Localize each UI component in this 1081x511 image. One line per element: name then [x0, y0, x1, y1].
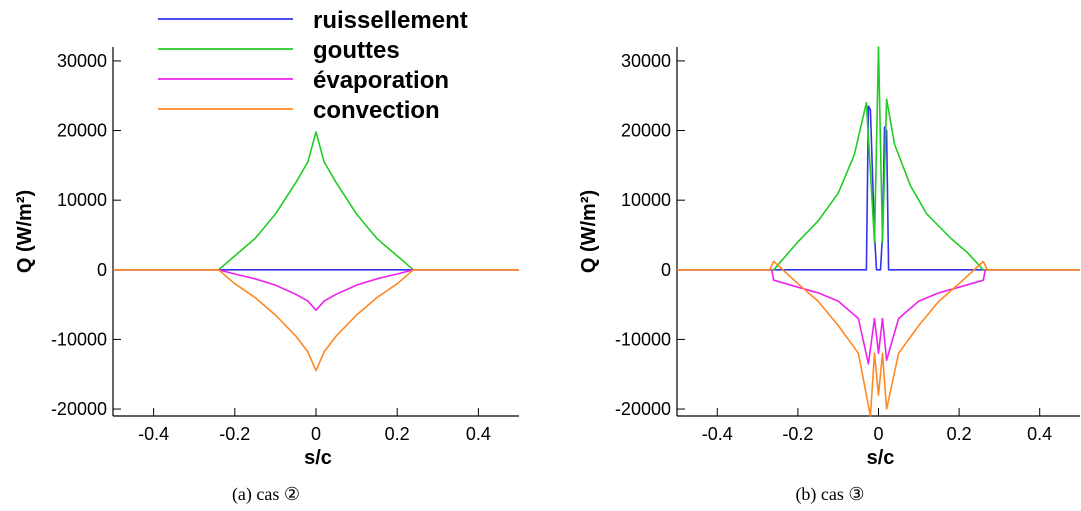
x-axis-title: s/c — [867, 447, 895, 469]
y-tick-label: 20000 — [621, 121, 671, 141]
x-tick-label: 0.2 — [385, 424, 410, 444]
chart-panel-a: -20000 -10000 0 10000 20000 30000 -0.4 -0.2 0 0.2… — [14, 47, 519, 469]
series-line-gouttes — [677, 46, 1080, 271]
series-line-convection — [677, 260, 1080, 417]
x-tick-label: -0.2 — [219, 424, 250, 444]
y-tick-label: -10000 — [615, 329, 671, 349]
legend-label: gouttes — [313, 37, 400, 64]
x-tick-label: -0.4 — [702, 424, 733, 444]
x-tick-label: 0.4 — [1027, 424, 1052, 444]
legend-label: ruissellement — [313, 7, 468, 34]
y-tick-label: 0 — [97, 260, 107, 280]
y-axis-title: Q (W/m²) — [578, 190, 600, 273]
series-line-évaporation — [677, 268, 1080, 365]
legend-label: évaporation — [313, 67, 449, 94]
x-axis-title: s/c — [304, 447, 332, 469]
y-tick-label: 10000 — [57, 190, 107, 210]
y-tick-label: 30000 — [621, 51, 671, 71]
x-tick-label: -0.2 — [782, 424, 813, 444]
x-tick-label: -0.4 — [138, 424, 169, 444]
series-line-convection — [113, 268, 519, 372]
x-tick-label: 0.2 — [947, 424, 972, 444]
series-line-évaporation — [113, 268, 519, 312]
series-line-gouttes — [113, 131, 519, 271]
caption-b: (b) cas ③ — [795, 484, 864, 505]
caption-a: (a) cas ② — [232, 484, 300, 505]
y-tick-label: 0 — [661, 260, 671, 280]
series-line-ruissellement — [677, 105, 1080, 271]
y-tick-label: -20000 — [51, 399, 107, 419]
chart-panel-b: -20000 -10000 0 10000 20000 30000 -0.4 -0.2 0 0.2… — [578, 46, 1080, 469]
y-tick-label: -10000 — [51, 329, 107, 349]
y-tick-label: 20000 — [57, 121, 107, 141]
y-axis-title: Q (W/m²) — [14, 190, 36, 273]
legend: ruissellement gouttes évaporation convectio… — [158, 7, 468, 124]
x-tick-label: 0.4 — [466, 424, 491, 444]
x-tick-label: 0 — [873, 424, 883, 444]
x-tick-label: 0 — [311, 424, 321, 444]
legend-label: convection — [313, 97, 440, 124]
y-tick-label: 30000 — [57, 51, 107, 71]
y-tick-label: 10000 — [621, 190, 671, 210]
y-tick-label: -20000 — [615, 399, 671, 419]
